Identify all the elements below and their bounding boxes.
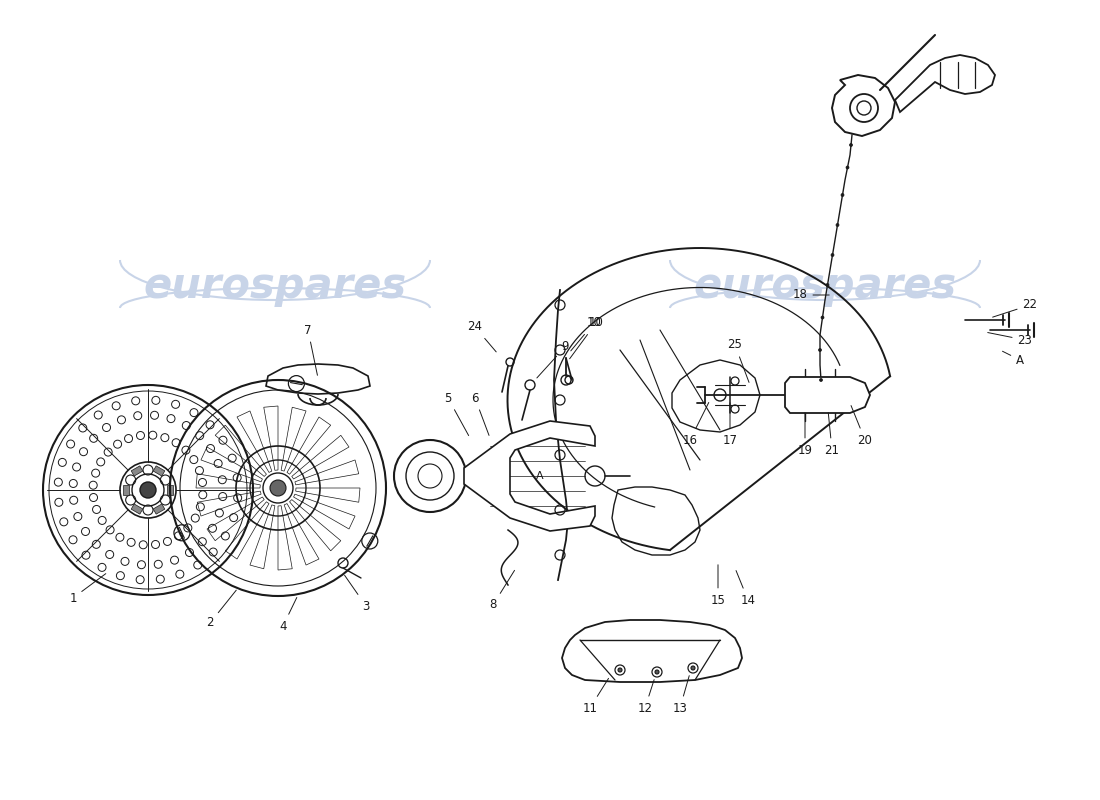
Circle shape — [836, 223, 839, 226]
Bar — [153, 504, 165, 514]
Text: 22: 22 — [992, 298, 1037, 317]
Circle shape — [821, 316, 824, 319]
Text: 18: 18 — [793, 289, 829, 302]
Bar — [123, 485, 129, 495]
Text: 9: 9 — [537, 341, 569, 378]
Circle shape — [846, 166, 849, 169]
Text: 4: 4 — [279, 598, 297, 633]
Circle shape — [818, 349, 822, 351]
Circle shape — [842, 194, 844, 197]
Circle shape — [270, 480, 286, 496]
Text: 21: 21 — [825, 413, 839, 457]
Circle shape — [826, 283, 829, 286]
Text: 11: 11 — [583, 678, 608, 714]
Circle shape — [830, 254, 834, 257]
Circle shape — [691, 666, 695, 670]
Polygon shape — [464, 421, 595, 531]
Bar — [131, 504, 143, 514]
Bar — [131, 466, 143, 476]
Text: 19: 19 — [798, 413, 813, 457]
Text: 6: 6 — [471, 391, 490, 435]
Text: 20: 20 — [851, 406, 872, 446]
Text: 10: 10 — [570, 317, 604, 358]
Text: A: A — [536, 471, 543, 481]
Text: 25: 25 — [727, 338, 749, 382]
Text: 14: 14 — [736, 570, 756, 606]
Text: 16: 16 — [682, 402, 708, 446]
Text: 10: 10 — [571, 317, 602, 351]
Polygon shape — [785, 377, 870, 413]
Bar — [167, 485, 173, 495]
Text: 24: 24 — [468, 321, 496, 352]
Text: 17: 17 — [723, 402, 737, 446]
Text: 13: 13 — [672, 676, 690, 714]
Circle shape — [618, 668, 621, 672]
Text: 12: 12 — [638, 680, 654, 714]
Circle shape — [820, 378, 823, 382]
Text: 15: 15 — [711, 565, 725, 606]
Text: 7: 7 — [305, 323, 318, 375]
Text: 8: 8 — [490, 570, 515, 611]
Circle shape — [140, 482, 156, 498]
Text: A: A — [1002, 351, 1024, 366]
Circle shape — [654, 670, 659, 674]
Text: 5: 5 — [444, 391, 469, 435]
Text: eurospares: eurospares — [143, 265, 407, 307]
Circle shape — [849, 143, 852, 146]
Text: 1: 1 — [69, 574, 106, 605]
Bar — [153, 466, 165, 476]
Text: eurospares: eurospares — [693, 265, 957, 307]
Text: 2: 2 — [207, 590, 236, 630]
Text: 23: 23 — [988, 333, 1033, 346]
Text: 3: 3 — [344, 575, 370, 613]
